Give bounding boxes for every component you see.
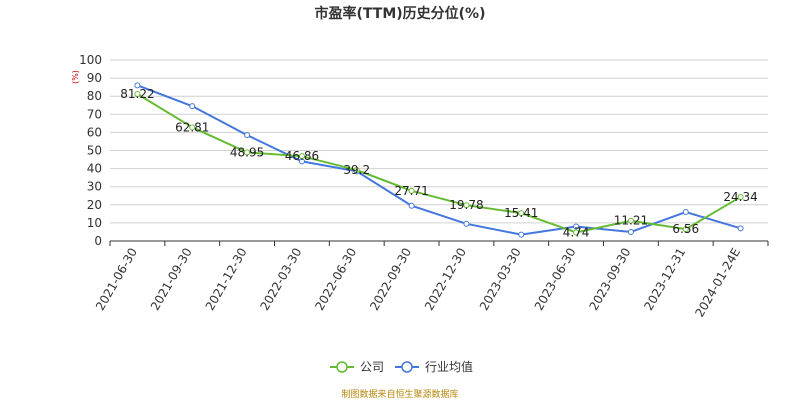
data-label: 46.86 bbox=[285, 149, 319, 163]
data-label: 27.71 bbox=[394, 184, 428, 198]
x-tick-label: 2023-12-31 bbox=[641, 246, 688, 313]
legend-item-0[interactable]: 公司 bbox=[330, 360, 384, 374]
data-point[interactable] bbox=[682, 226, 689, 233]
data-source-note: 制图数据来自恒生聚源数据库 bbox=[341, 388, 458, 400]
y-axis: 0 10 20 30 40 50 60 70 80 90 100 bbox=[79, 53, 102, 248]
data-point[interactable] bbox=[298, 153, 305, 160]
data-point[interactable] bbox=[518, 210, 525, 217]
x-tick-label: 2022-06-30 bbox=[312, 246, 359, 313]
x-tick-label: 2023-09-30 bbox=[587, 246, 634, 313]
y-tick-label: 100 bbox=[79, 53, 102, 67]
y-tick-label: 20 bbox=[87, 198, 102, 212]
series-layer bbox=[134, 82, 744, 238]
data-point[interactable] bbox=[573, 223, 580, 230]
grid-lines bbox=[110, 59, 768, 242]
x-tick-label: 2022-12-30 bbox=[422, 245, 469, 312]
data-label: 24.34 bbox=[723, 190, 757, 204]
data-point[interactable] bbox=[353, 167, 360, 174]
data-label: 81.22 bbox=[120, 87, 154, 101]
data-label: 15.41 bbox=[504, 206, 538, 220]
legend-marker bbox=[401, 361, 413, 373]
y-tick-label: 80 bbox=[87, 89, 102, 103]
data-point[interactable] bbox=[408, 202, 415, 209]
x-axis: 2021-06-30 2021-09-30 2021-12-30 2022-03-30… bbox=[93, 241, 769, 320]
y-axis-label: (%) bbox=[71, 70, 80, 84]
legend-label: 公司 bbox=[360, 360, 384, 374]
x-tick-label: 2022-03-30 bbox=[258, 246, 305, 313]
y-tick-label: 90 bbox=[87, 71, 102, 85]
data-point[interactable] bbox=[463, 202, 470, 209]
data-point[interactable] bbox=[573, 229, 580, 236]
y-tick-label: 10 bbox=[87, 216, 102, 230]
series-line bbox=[136, 93, 742, 234]
data-point[interactable] bbox=[463, 220, 470, 227]
series-line bbox=[137, 84, 741, 236]
data-point[interactable] bbox=[244, 149, 251, 156]
data-label: 4.74 bbox=[563, 225, 590, 239]
y-tick-label: 60 bbox=[87, 125, 102, 139]
data-point[interactable] bbox=[737, 193, 744, 200]
data-point[interactable] bbox=[189, 124, 196, 131]
y-tick-label: 70 bbox=[87, 107, 102, 121]
data-point[interactable] bbox=[682, 209, 689, 216]
data-point[interactable] bbox=[244, 132, 251, 139]
data-label: 62.81 bbox=[175, 120, 209, 134]
series-0 bbox=[134, 90, 744, 236]
data-label: 48.95 bbox=[230, 145, 264, 159]
series-1 bbox=[134, 82, 744, 238]
data-point[interactable] bbox=[627, 228, 634, 235]
x-tick-label: 2021-06-30 bbox=[93, 246, 140, 313]
legend-label: 行业均值 bbox=[425, 359, 473, 374]
x-tick-label: 2024-01-24E bbox=[692, 246, 743, 320]
legend-item-1[interactable]: 行业均值 bbox=[395, 359, 473, 374]
data-point[interactable] bbox=[189, 103, 196, 110]
x-tick-label: 2021-09-30 bbox=[148, 246, 195, 313]
x-tick-label: 2022-09-30 bbox=[367, 246, 414, 313]
y-tick-label: 50 bbox=[87, 144, 102, 158]
data-label: 19.78 bbox=[449, 198, 483, 212]
x-tick-label: 2023-03-30 bbox=[477, 246, 524, 313]
data-point[interactable] bbox=[408, 187, 415, 194]
chart-title: 市盈率(TTM)历史分位(%) bbox=[315, 5, 486, 22]
data-label: 6.56 bbox=[672, 222, 699, 236]
x-tick-label: 2021-12-30 bbox=[203, 245, 250, 312]
legend-marker bbox=[336, 361, 348, 373]
legend[interactable]: 公司 行业均值 bbox=[330, 359, 473, 374]
data-point[interactable] bbox=[134, 82, 141, 89]
data-point[interactable] bbox=[134, 90, 141, 97]
data-point[interactable] bbox=[627, 217, 634, 224]
data-point[interactable] bbox=[737, 225, 744, 232]
y-tick-label: 40 bbox=[87, 162, 102, 176]
y-tick-label: 0 bbox=[94, 234, 102, 248]
data-labels: 81.22 62.81 48.95 46.86 39.2 27.71 19.78 15.41 4… bbox=[120, 87, 758, 239]
data-point[interactable] bbox=[518, 231, 525, 238]
x-tick-label: 2023-06-30 bbox=[532, 246, 579, 313]
y-tick-label: 30 bbox=[87, 180, 102, 194]
data-label: 39.2 bbox=[343, 163, 370, 177]
data-label: 11.21 bbox=[614, 214, 648, 228]
